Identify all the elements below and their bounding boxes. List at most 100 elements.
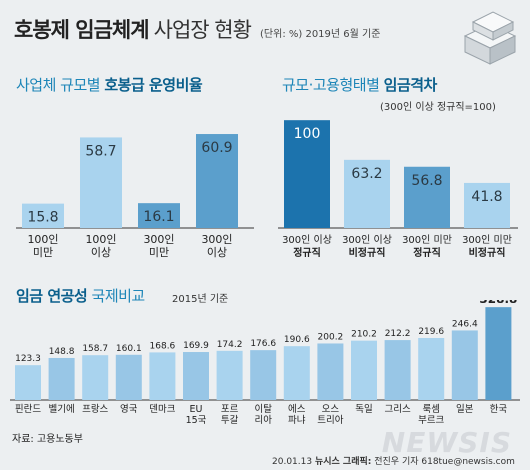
chart1-bar	[138, 203, 180, 228]
page-subtitle: 사업장 현황	[153, 18, 252, 42]
chart3-category-label: 벨기에	[48, 404, 74, 415]
chart2-bar	[404, 166, 450, 228]
chart3-category-label: 핀란드	[15, 403, 41, 415]
chart3-category-label: 트리아	[317, 415, 343, 426]
panel2-title: 규모·고용형태별 임금격차	[282, 74, 437, 95]
panel1-title-bold: 호봉급 운영비율	[104, 76, 203, 94]
chart3-bar	[451, 330, 478, 400]
chart3-category-label: 오스	[322, 404, 340, 415]
chart3-value-label: 148.8	[49, 347, 75, 357]
chart3-bar	[48, 357, 75, 400]
chart1-bar	[80, 137, 122, 228]
chart3-bar	[149, 352, 176, 400]
chart3-category-label: 파냐	[288, 415, 306, 426]
chart3-bar	[216, 350, 243, 400]
page-title: 호봉제 임금체계	[14, 18, 150, 42]
chart3-category-label: 영국	[120, 404, 138, 415]
chart3-value-label: 160.1	[116, 344, 142, 354]
panel3-title: 임금 연공성 국제비교	[16, 285, 145, 306]
chart1-value-label: 58.7	[85, 143, 116, 159]
chart3-category-label: 에스	[288, 404, 306, 415]
chart2-category-label: 정규직	[293, 246, 321, 259]
chart1-value-label: 15.8	[27, 210, 58, 226]
chart3-category-label: 독일	[355, 404, 372, 415]
chart3-value-label: 246.4	[452, 319, 478, 329]
chart1-category-label: 100인	[27, 233, 58, 246]
chart1-category-label: 미만	[149, 246, 169, 259]
chart1-category-label: 300인	[143, 233, 174, 246]
chart3-category-label: 한국	[490, 404, 508, 415]
chart1-category-label: 이상	[207, 246, 227, 259]
credit-author: 전진우 기자 618tue@newsis.com	[374, 457, 515, 467]
credit-date: 20.01.13	[272, 457, 313, 467]
chart3-bar	[250, 350, 277, 400]
chart3-value-label: 212.2	[385, 329, 411, 339]
chart-seniority-intl: 123.3 핀란드 148.8 벨기에 158.7 프랑스 160.1 영국 168.6 덴마크 1…	[10, 300, 520, 426]
chart2-bar	[284, 120, 330, 228]
chart3-bar	[384, 340, 411, 400]
chart3-bar	[317, 343, 344, 400]
chart3-category-label: 15국	[186, 415, 207, 426]
chart3-category-label: 덴마크	[149, 404, 175, 415]
chart3-category-label: 포르	[221, 404, 239, 415]
panel2-note: (300인 이상 정규직=100)	[380, 102, 496, 113]
chart3-value-label: 169.9	[183, 341, 209, 351]
chart3-category-label: 리아	[254, 415, 272, 426]
chart3-category-label: 이탈	[254, 403, 272, 415]
chart3-value-label: 328.8	[479, 300, 517, 306]
chart3-value-label: 176.6	[250, 339, 276, 349]
chart3-category-label: 투갈	[221, 414, 239, 426]
chart1-category-label: 300인	[201, 233, 232, 246]
unit-note: (단위: %) 2019년 6월 기준	[260, 29, 381, 40]
chart3-category-label: 룩셈	[422, 404, 439, 415]
chart2-bar	[344, 159, 390, 228]
chart3-category-label: 부르크	[418, 415, 444, 426]
chart2-category-label: 정규직	[413, 246, 441, 259]
credit-line: 20.01.13 뉴시스 그래픽: 전진우 기자 618tue@newsis.c…	[272, 454, 515, 467]
chart3-bar	[15, 365, 41, 400]
chart3-category-label: 일본	[456, 404, 474, 415]
chart2-bar	[464, 182, 510, 228]
chart3-bar	[82, 355, 109, 400]
chart2-value-label: 100	[294, 126, 321, 142]
source-note: 자료: 고용노동부	[12, 434, 83, 445]
chart3-bar	[183, 352, 209, 400]
chart3-category-label: 프랑스	[82, 403, 108, 415]
chart1-category-label: 100인	[85, 233, 116, 246]
chart3-bar	[485, 307, 512, 400]
chart3-category-label: EU	[190, 404, 203, 415]
chart2-category-label: 300인 미만	[462, 234, 512, 246]
chart3-bar	[351, 340, 377, 400]
chart2-category-label: 300인 이상	[282, 234, 332, 246]
panel2-title-light: 규모·고용형태별	[282, 76, 380, 94]
page-header: 호봉제 임금체계 사업장 현황 (단위: %) 2019년 6월 기준	[14, 14, 380, 48]
credit-org: 뉴시스 그래픽:	[314, 457, 372, 467]
chart3-category-label: 그리스	[384, 404, 410, 415]
chart1-category-label: 미만	[33, 246, 53, 259]
stacked-boxes-icon	[463, 11, 517, 65]
chart2-value-label: 56.8	[411, 173, 442, 189]
chart3-value-label: 200.2	[318, 332, 344, 342]
chart1-value-label: 60.9	[201, 140, 232, 156]
chart3-bar	[418, 337, 445, 400]
chart3-value-label: 174.2	[217, 340, 243, 350]
chart1-bar	[196, 134, 238, 228]
panel3-note: 2015년 기준	[172, 294, 229, 305]
chart1-bar	[22, 203, 64, 228]
chart2-category-label: 비정규직	[469, 246, 506, 259]
chart2-value-label: 63.2	[351, 166, 382, 182]
chart2-category-label: 비정규직	[349, 246, 386, 259]
panel1-title-light: 사업체 규모별	[16, 76, 101, 94]
chart3-value-label: 219.6	[418, 327, 444, 337]
panel1-title: 사업체 규모별 호봉급 운영비율	[16, 74, 203, 95]
panel2-title-bold: 임금격차	[383, 76, 438, 94]
chart3-bar	[283, 346, 310, 400]
chart3-value-label: 190.6	[284, 335, 310, 345]
chart3-value-label: 168.6	[150, 341, 176, 351]
panel3-title-bold: 임금 연공성	[16, 287, 88, 305]
chart3-value-label: 210.2	[351, 330, 377, 340]
chart2-value-label: 41.8	[471, 189, 502, 205]
brand-watermark: NEWSIS	[381, 426, 512, 459]
